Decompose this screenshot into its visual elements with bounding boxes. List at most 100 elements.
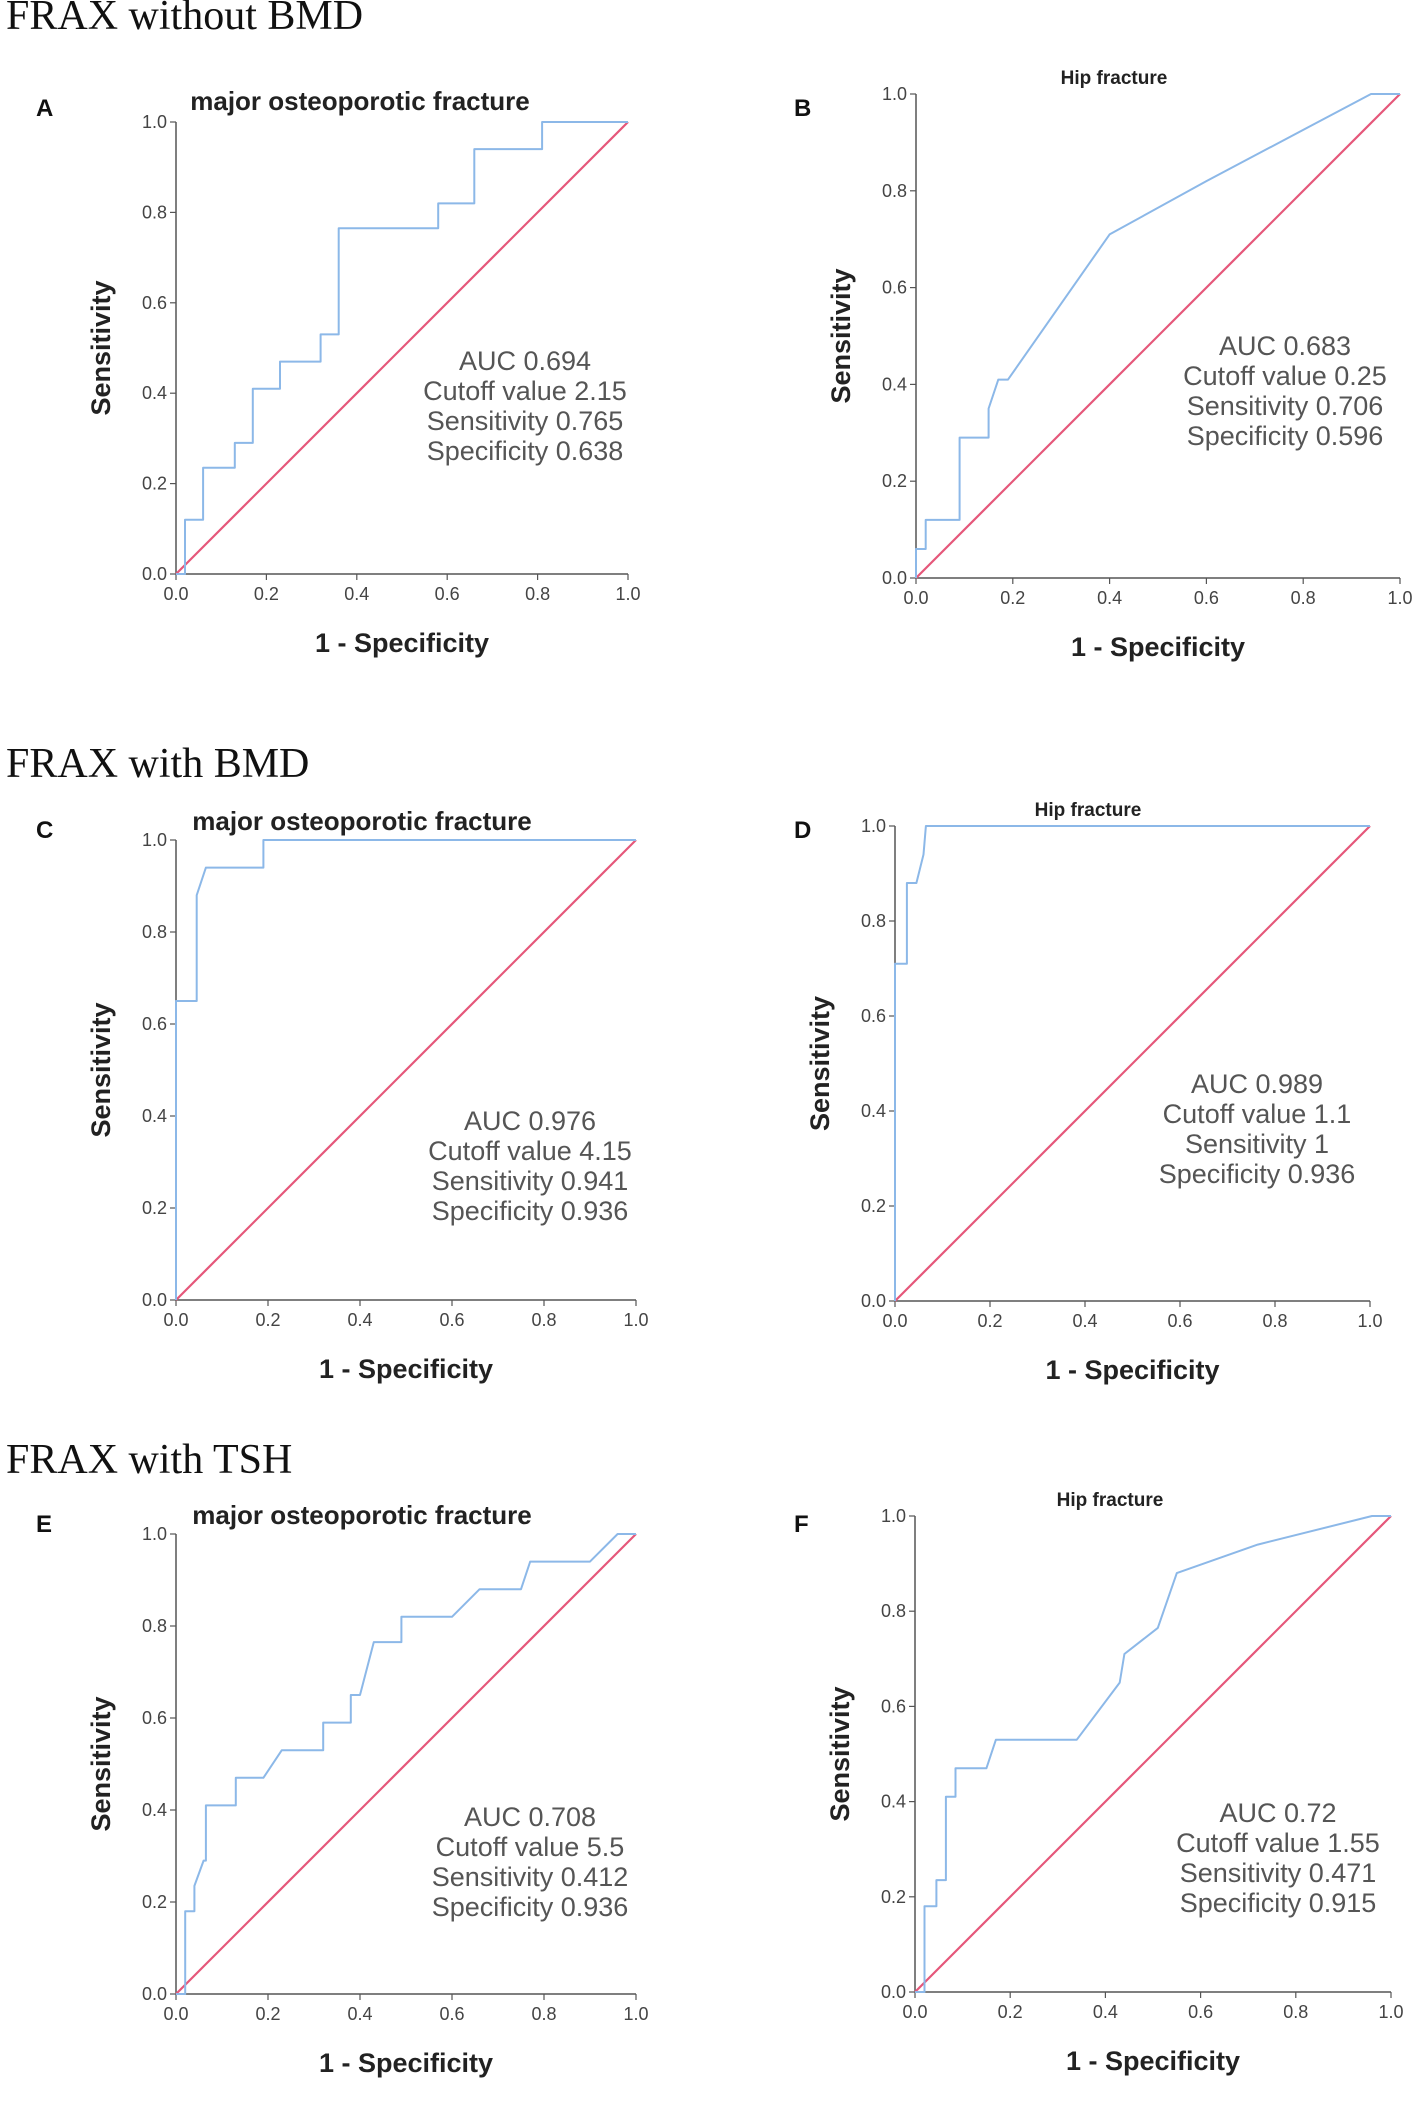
x-tick-label: 0.2 <box>1000 588 1025 608</box>
roc-chart-d: D Hip fracture 0.0 0.2 0.4 0.6 0.8 1.0 0.0 0.2 0.4… <box>794 800 1383 1385</box>
section-title-frax-with-bmd: FRAX with BMD <box>6 741 310 787</box>
y-tick-label: 0.2 <box>142 1892 167 1912</box>
annotation-line: Cutoff value 2.15 <box>423 376 627 406</box>
x-tick-label: 0.2 <box>255 1310 280 1330</box>
y-tick-label: 1.0 <box>142 112 167 132</box>
y-tick-label: 0.4 <box>861 1101 886 1121</box>
y-tick-label: 0.6 <box>142 1708 167 1728</box>
reference-diagonal-line <box>175 1533 637 1995</box>
y-tick-label: 0.6 <box>142 293 167 313</box>
roc-curve-line <box>915 1515 1391 1993</box>
panel-letter: C <box>36 817 53 844</box>
x-axis-label: 1 - Specificity <box>1066 2046 1240 2076</box>
panel-d: D Hip fracture 0.0 0.2 0.4 0.6 0.8 1.0 0.0 0.2 0.4… <box>780 798 1417 1428</box>
roc-curve-line <box>176 121 628 575</box>
annotation-line: Specificity 0.915 <box>1180 1888 1377 1918</box>
annotation-line: AUC 0.708 <box>464 1802 596 1832</box>
x-tick-label: 0.0 <box>163 584 188 604</box>
annotation-line: AUC 0.976 <box>464 1106 596 1136</box>
x-axis-label: 1 - Specificity <box>315 628 489 658</box>
panel-letter: B <box>794 95 811 122</box>
roc-curve-line <box>915 93 1400 578</box>
y-axis-label: Sensitivity <box>86 1696 116 1831</box>
y-tick-label: 0.8 <box>142 922 167 942</box>
y-axis-label: Sensitivity <box>805 996 835 1131</box>
x-tick-label: 0.4 <box>347 2004 372 2024</box>
y-tick-label: 0.4 <box>882 374 907 394</box>
annotation-line: Sensitivity 0.765 <box>427 406 624 436</box>
y-tick-label: 0.6 <box>881 1696 906 1716</box>
annotation-line: Cutoff value 1.1 <box>1163 1099 1352 1129</box>
x-tick-label: 0.4 <box>1097 588 1122 608</box>
y-tick-label: 1.0 <box>881 1506 906 1526</box>
x-tick-label: 1.0 <box>1387 588 1412 608</box>
y-tick-label: 0.2 <box>142 474 167 494</box>
y-tick-label: 0.6 <box>861 1006 886 1026</box>
panel-letter: E <box>36 1511 52 1538</box>
y-tick-label: 0.6 <box>142 1014 167 1034</box>
annotation-line: Specificity 0.596 <box>1187 421 1384 451</box>
annotation-line: Cutoff value 0.25 <box>1183 361 1387 391</box>
annotation-line: Cutoff value 5.5 <box>436 1832 625 1862</box>
y-tick-label: 1.0 <box>142 1524 167 1544</box>
chart-title: major osteoporotic fracture <box>190 86 530 116</box>
y-tick-label: 0.8 <box>142 1616 167 1636</box>
x-tick-label: 0.4 <box>1093 2002 1118 2022</box>
x-tick-label: 0.6 <box>1194 588 1219 608</box>
x-tick-label: 0.8 <box>525 584 550 604</box>
y-tick-label: 0.0 <box>882 568 907 588</box>
x-tick-label: 0.8 <box>531 1310 556 1330</box>
chart-title: Hip fracture <box>1035 800 1142 821</box>
y-tick-label: 0.8 <box>882 181 907 201</box>
x-tick-label: 1.0 <box>1378 2002 1403 2022</box>
x-tick-label: 0.4 <box>1072 1311 1097 1331</box>
y-tick-label: 0.6 <box>882 278 907 298</box>
y-tick-label: 0.0 <box>861 1291 886 1311</box>
roc-chart-b: B Hip fracture 0.0 0.2 0.4 0.6 0.8 1.0 0.0 0.2 0.4… <box>794 68 1413 662</box>
annotation-line: AUC 0.694 <box>459 346 591 376</box>
reference-diagonal-line <box>915 93 1401 579</box>
x-axis-label: 1 - Specificity <box>319 1354 493 1384</box>
annotation-line: Specificity 0.936 <box>432 1892 629 1922</box>
x-axis-label: 1 - Specificity <box>1045 1355 1219 1385</box>
x-tick-label: 0.6 <box>1167 1311 1192 1331</box>
x-tick-label: 0.6 <box>1188 2002 1213 2022</box>
x-axis-label: 1 - Specificity <box>1071 632 1245 662</box>
x-tick-label: 0.2 <box>998 2002 1023 2022</box>
y-tick-label: 0.0 <box>142 564 167 584</box>
panel-letter: D <box>794 817 811 844</box>
roc-chart-f: F Hip fracture 0.0 0.2 0.4 0.6 0.8 1.0 0.0 0.2 0.4… <box>794 1490 1404 2076</box>
y-tick-label: 0.2 <box>142 1198 167 1218</box>
chart-title: major osteoporotic fracture <box>192 806 532 836</box>
reference-diagonal-line <box>894 825 1371 1302</box>
panel-b: B Hip fracture 0.0 0.2 0.4 0.6 0.8 1.0 0.0 0.2 0.4… <box>780 68 1417 710</box>
x-tick-label: 0.6 <box>435 584 460 604</box>
y-tick-label: 1.0 <box>882 84 907 104</box>
x-tick-label: 0.4 <box>344 584 369 604</box>
y-axis-label: Sensitivity <box>826 268 856 403</box>
annotation-line: Sensitivity 0.941 <box>432 1166 629 1196</box>
y-tick-label: 0.8 <box>142 202 167 222</box>
annotation-line: Sensitivity 1 <box>1185 1129 1329 1159</box>
chart-title: major osteoporotic fracture <box>192 1500 532 1530</box>
x-tick-label: 0.0 <box>163 2004 188 2024</box>
panel-letter: A <box>36 95 53 122</box>
x-tick-label: 0.6 <box>439 1310 464 1330</box>
x-tick-label: 1.0 <box>615 584 640 604</box>
y-tick-label: 0.2 <box>861 1196 886 1216</box>
y-tick-label: 0.2 <box>881 1887 906 1907</box>
chart-title: Hip fracture <box>1057 1490 1164 1511</box>
x-tick-label: 0.8 <box>1291 588 1316 608</box>
y-axis-label: Sensitivity <box>86 280 116 415</box>
reference-diagonal-line <box>175 839 637 1301</box>
y-tick-label: 0.0 <box>881 1982 906 2002</box>
x-tick-label: 0.2 <box>255 2004 280 2024</box>
annotation-line: AUC 0.72 <box>1219 1798 1336 1828</box>
annotation-line: Specificity 0.936 <box>1159 1159 1356 1189</box>
annotation-line: AUC 0.683 <box>1219 331 1351 361</box>
